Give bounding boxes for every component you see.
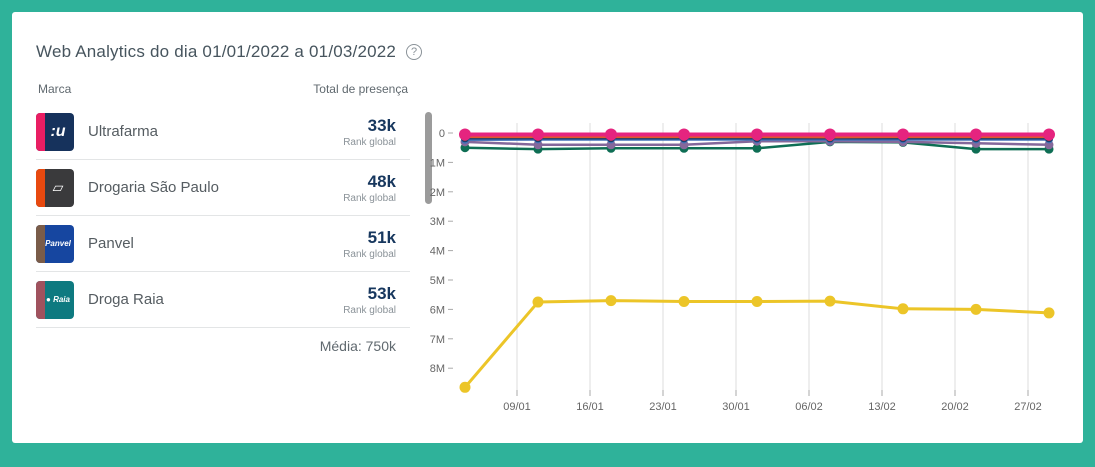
yellow-line-point xyxy=(532,296,544,308)
y-tick-label: 7M xyxy=(430,334,445,346)
brand-row: ▱ Drogaria São Paulo 48k Rank global xyxy=(36,160,410,216)
y-tick-label: 4M xyxy=(430,246,445,258)
x-tick-label: 30/01 xyxy=(722,401,750,413)
analytics-card: Web Analytics do dia 01/01/2022 a 01/03/… xyxy=(12,12,1083,443)
card-header: Web Analytics do dia 01/01/2022 a 01/03/… xyxy=(36,42,423,62)
logo-accent-bar xyxy=(36,168,45,207)
rank-global-label: Rank global xyxy=(343,248,396,260)
pink-line-point xyxy=(751,128,763,141)
brand-name: Drogaria São Paulo xyxy=(88,179,219,196)
green-line-point xyxy=(752,143,762,153)
yellow-line-point xyxy=(824,295,836,307)
brand-row: Panvel Panvel 51k Rank global xyxy=(36,216,410,272)
x-tick-label: 27/02 xyxy=(1014,401,1042,413)
brand-total-cell: 33k Rank global xyxy=(343,116,410,148)
brand-total-value: 33k xyxy=(367,115,396,135)
brand-name: Panvel xyxy=(88,235,134,252)
pink-line-point xyxy=(824,128,836,141)
yellow-line-point xyxy=(605,295,617,307)
y-tick-label: 0 xyxy=(439,128,445,140)
pink-line-point xyxy=(532,128,544,141)
y-tick-label: 3M xyxy=(430,216,445,228)
chart-svg: 09/01 16/01 23/01 30/01 06/02 13/02 20/02 27/02… xyxy=(430,123,1055,413)
column-header-total: Total de presença xyxy=(313,82,408,96)
brand-total-value: 53k xyxy=(367,283,396,303)
x-tick-label: 23/01 xyxy=(649,401,677,413)
brand-name: Ultrafarma xyxy=(88,123,159,140)
y-tick-label: 6M xyxy=(430,304,445,316)
logo-glyph: ● Raia xyxy=(46,295,70,304)
brand-logo: ● Raia xyxy=(36,280,74,319)
brand-rows: :u Ultrafarma 33k Rank global ▱ Drogaria… xyxy=(36,104,410,328)
column-header-brand: Marca xyxy=(38,82,72,96)
yellow-line-point xyxy=(678,295,690,307)
pink-line-point xyxy=(970,128,982,141)
logo-glyph: :u xyxy=(50,122,66,140)
pink-line-point xyxy=(459,128,471,141)
scrollbar-thumb[interactable] xyxy=(425,112,432,204)
brand-total-cell: 48k Rank global xyxy=(343,172,410,204)
x-tick-label: 20/02 xyxy=(941,401,969,413)
brand-list: Marca Total de presença :u Ultrafarma 33… xyxy=(36,82,432,354)
rank-global-label: Rank global xyxy=(343,136,396,148)
brand-logo: Panvel xyxy=(36,224,74,263)
brand-logo: :u xyxy=(36,112,74,151)
brand-row: :u Ultrafarma 33k Rank global xyxy=(36,104,410,160)
yellow-line-point xyxy=(459,381,471,393)
logo-accent-bar xyxy=(36,112,45,151)
brand-row: ● Raia Droga Raia 53k Rank global xyxy=(36,272,410,328)
y-tick-label: 5M xyxy=(430,275,445,287)
x-tick-label: 06/02 xyxy=(795,401,823,413)
yellow-line-point xyxy=(897,303,909,315)
logo-accent-bar xyxy=(36,280,45,319)
y-tick-label: 8M xyxy=(430,363,445,375)
brand-total-value: 48k xyxy=(367,171,396,191)
pink-line-point xyxy=(605,128,617,141)
yellow-line-point xyxy=(970,303,982,315)
x-tick-label: 16/01 xyxy=(576,401,604,413)
brand-total-value: 51k xyxy=(367,227,396,247)
brand-total-cell: 51k Rank global xyxy=(343,228,410,260)
brand-total-cell: 53k Rank global xyxy=(343,284,410,316)
list-scrollbar xyxy=(425,112,432,370)
average-label: Média: 750k xyxy=(319,338,396,354)
x-tick-label: 09/01 xyxy=(503,401,531,413)
logo-accent-bar xyxy=(36,224,45,263)
brand-name: Droga Raia xyxy=(88,291,164,308)
y-tick-label: 1M xyxy=(430,157,445,169)
help-icon[interactable]: ? xyxy=(406,44,423,60)
pink-line-point xyxy=(897,128,909,141)
logo-glyph: Panvel xyxy=(45,239,71,248)
brand-list-header: Marca Total de presença xyxy=(36,82,410,104)
rank-global-label: Rank global xyxy=(343,304,396,316)
yellow-line-point xyxy=(1043,307,1055,319)
page-title: Web Analytics do dia 01/01/2022 a 01/03/… xyxy=(36,42,397,61)
yellow-line-point xyxy=(751,295,763,307)
rank-line-chart: 09/01 16/01 23/01 30/01 06/02 13/02 20/02 27/02… xyxy=(420,108,1095,433)
brand-logo: ▱ xyxy=(36,168,74,207)
rank-global-label: Rank global xyxy=(343,192,396,204)
pink-line-point xyxy=(1043,128,1055,141)
logo-glyph: ▱ xyxy=(52,179,64,195)
yellow-line xyxy=(463,299,1050,389)
pink-line-point xyxy=(678,128,690,141)
y-tick-label: 2M xyxy=(430,187,445,199)
x-tick-label: 13/02 xyxy=(868,401,896,413)
